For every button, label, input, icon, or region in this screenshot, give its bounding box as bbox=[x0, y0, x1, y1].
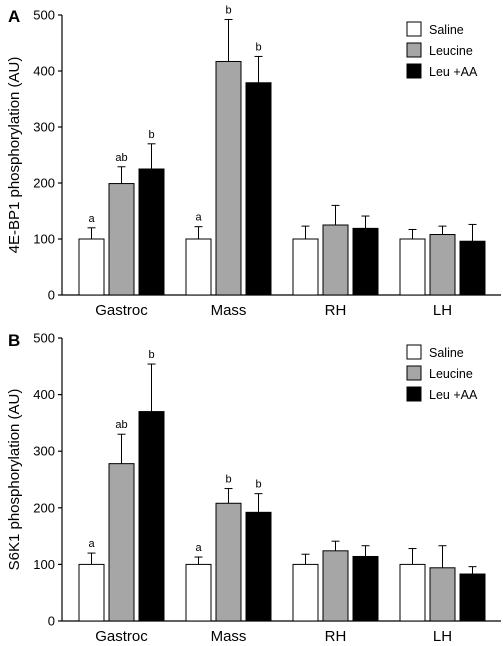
bar bbox=[108, 183, 135, 296]
y-tick-label: 200 bbox=[33, 176, 55, 191]
bar bbox=[429, 234, 456, 296]
bar bbox=[399, 238, 426, 296]
y-axis-title: S6K1 phosphorylation (AU) bbox=[6, 389, 23, 571]
category-label: LH bbox=[433, 628, 452, 645]
bar bbox=[459, 240, 486, 296]
bar bbox=[292, 238, 319, 296]
significance-label: ab bbox=[115, 419, 127, 431]
chart-panel-B: B 0 100 200 300 400 500 S6K1 phosphorylation (A… bbox=[6, 331, 501, 645]
bar bbox=[245, 82, 272, 296]
legend-swatch bbox=[406, 63, 422, 79]
y-tick-label: 100 bbox=[33, 232, 55, 247]
y-tick-label: 500 bbox=[33, 8, 55, 23]
legend-label: Leucine bbox=[429, 367, 473, 381]
bar bbox=[138, 411, 165, 622]
y-tick-label: 300 bbox=[33, 120, 55, 135]
bar bbox=[138, 168, 165, 296]
legend-label: Saline bbox=[429, 23, 464, 37]
bar bbox=[78, 563, 105, 622]
legend-swatch bbox=[406, 42, 422, 58]
bar bbox=[108, 463, 135, 622]
significance-label: a bbox=[195, 212, 202, 224]
significance-label: b bbox=[255, 479, 261, 491]
y-tick-label: 400 bbox=[33, 387, 55, 402]
bar bbox=[429, 567, 456, 622]
y-tick-label: 0 bbox=[48, 288, 55, 303]
significance-label: b bbox=[148, 129, 154, 141]
category-label: Gastroc bbox=[95, 302, 148, 319]
chart-panel-A: A 0 100 200 300 400 500 4E-BP1 phosphorylation … bbox=[6, 4, 501, 319]
significance-label: b bbox=[255, 41, 261, 53]
bar bbox=[322, 550, 349, 622]
legend-swatch bbox=[406, 21, 422, 37]
panel-label: A bbox=[8, 7, 20, 26]
category-label: LH bbox=[433, 302, 452, 319]
bar bbox=[215, 502, 242, 622]
category-label: RH bbox=[325, 628, 347, 645]
category-label: Gastroc bbox=[95, 628, 148, 645]
y-tick-label: 100 bbox=[33, 557, 55, 572]
bar bbox=[399, 563, 426, 622]
y-axis-title: 4E-BP1 phosphorylation (AU) bbox=[6, 57, 23, 254]
legend-label: Leu +AA bbox=[429, 388, 478, 402]
panel-label: B bbox=[8, 331, 20, 350]
bar bbox=[185, 563, 212, 622]
significance-label: ab bbox=[115, 152, 127, 164]
legend-label: Saline bbox=[429, 346, 464, 360]
y-tick-label: 0 bbox=[48, 614, 55, 629]
bar bbox=[322, 224, 349, 296]
category-label: RH bbox=[325, 302, 347, 319]
bar bbox=[352, 227, 379, 296]
significance-label: a bbox=[195, 542, 202, 554]
bar bbox=[292, 563, 319, 622]
category-label: Mass bbox=[211, 302, 247, 319]
bar bbox=[245, 511, 272, 622]
significance-label: b bbox=[225, 474, 231, 486]
legend-label: Leucine bbox=[429, 44, 473, 58]
significance-label: b bbox=[225, 4, 231, 16]
bar bbox=[352, 555, 379, 622]
category-label: Mass bbox=[211, 628, 247, 645]
y-tick-label: 500 bbox=[33, 331, 55, 346]
y-tick-label: 400 bbox=[33, 64, 55, 79]
significance-label: a bbox=[88, 538, 95, 550]
significance-label: b bbox=[148, 349, 154, 361]
y-tick-label: 200 bbox=[33, 500, 55, 515]
legend-swatch bbox=[406, 365, 422, 381]
bar bbox=[78, 238, 105, 296]
bar bbox=[459, 573, 486, 622]
significance-label: a bbox=[88, 213, 95, 225]
bar bbox=[185, 238, 212, 296]
y-tick-label: 300 bbox=[33, 444, 55, 459]
legend-swatch bbox=[406, 386, 422, 402]
legend-swatch bbox=[406, 344, 422, 360]
legend-label: Leu +AA bbox=[429, 65, 478, 79]
bar bbox=[215, 60, 242, 296]
